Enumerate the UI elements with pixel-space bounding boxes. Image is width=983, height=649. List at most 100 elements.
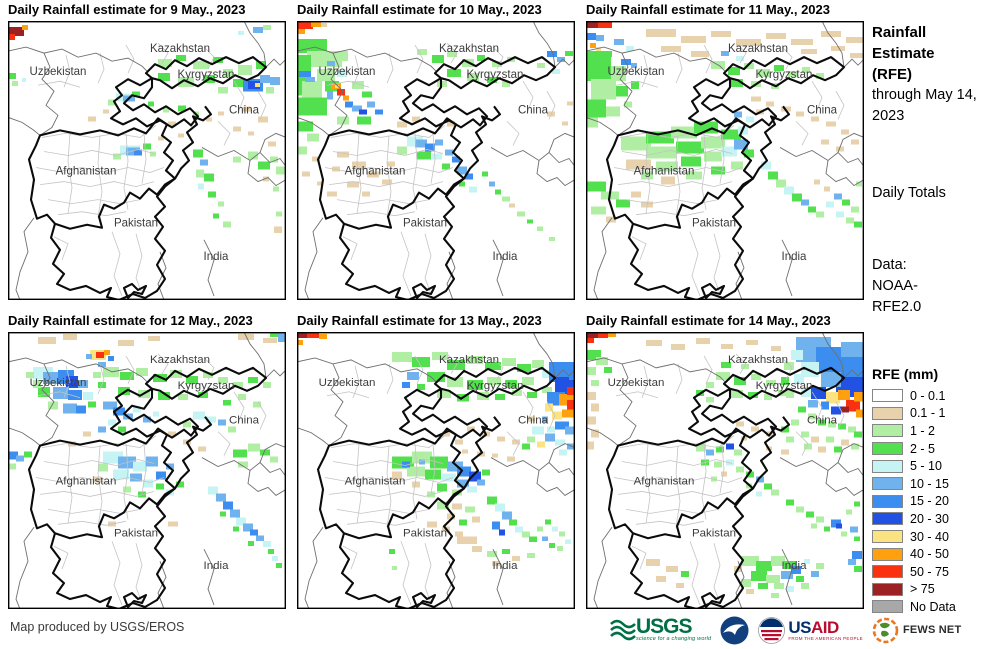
country-borders	[586, 21, 864, 300]
legend-swatch	[872, 530, 903, 544]
legend-item: 20 - 30	[872, 510, 982, 528]
map-frame	[586, 21, 864, 300]
sidebar-subtitle: through May 14, 2023	[872, 87, 977, 124]
map-frame	[8, 332, 286, 609]
legend-label: 50 - 75	[910, 564, 949, 579]
legend-swatch	[872, 424, 903, 438]
country-label: Afghanistan	[634, 166, 695, 178]
map-frame	[586, 332, 864, 609]
legend-label: 20 - 30	[910, 511, 949, 526]
country-label: Pakistan	[403, 218, 447, 230]
rainfall-cells	[8, 332, 286, 569]
legend-label: 0 - 0.1	[910, 388, 946, 403]
map-canvas: Kazakhstan Uzbekistan Kyrgyzstan China Afgha…	[8, 21, 286, 300]
country-label: China	[229, 415, 260, 427]
country-label: Kyrgyzstan	[467, 69, 524, 81]
legend-swatch	[872, 459, 903, 473]
rainfall-legend: RFE (mm) 0 - 0.1 0.1 - 1 1 - 2 2 - 5 5 - 10 1…	[872, 366, 982, 616]
country-label: Uzbekistan	[30, 66, 87, 78]
rainfall-cells	[297, 21, 573, 241]
country-label: Uzbekistan	[608, 66, 665, 78]
country-label: India	[782, 560, 808, 572]
admin-boundaries	[324, 42, 556, 297]
country-borders	[297, 332, 575, 609]
legend-swatch	[872, 565, 903, 579]
country-label: Pakistan	[114, 527, 158, 539]
country-label: Kazakhstan	[728, 354, 788, 366]
legend-title: RFE (mm)	[872, 366, 939, 382]
map-frame	[297, 21, 575, 300]
legend-item: 15 - 20	[872, 493, 982, 511]
panel-title: Daily Rainfall estimate for 9 May., 2023	[8, 2, 246, 17]
country-label: India	[493, 560, 519, 572]
highlighted-country-borders	[316, 56, 557, 300]
usgs-tagline: science for a changing world	[636, 636, 712, 642]
legend-swatch	[872, 512, 903, 526]
legend-swatch	[872, 477, 903, 491]
country-label: Afghanistan	[56, 166, 117, 178]
country-labels: Kazakhstan Uzbekistan Kyrgyzstan China Afgha…	[30, 43, 260, 263]
sidebar-daily-totals: Daily Totals	[872, 185, 946, 201]
map-canvas: Kazakhstan Uzbekistan Kyrgyzstan China Afgha…	[8, 332, 286, 609]
panel-title: Daily Rainfall estimate for 10 May., 202…	[297, 2, 542, 17]
legend-item: 2 - 5	[872, 440, 982, 458]
country-label: India	[493, 251, 519, 263]
country-label: Kyrgyzstan	[756, 69, 813, 81]
sidebar-data-source: Data: NOAA-RFE2.0	[872, 257, 922, 315]
legend-label: 5 - 10	[910, 459, 942, 474]
usaid-tagline: FROM THE AMERICAN PEOPLE	[788, 635, 863, 641]
country-labels: Kazakhstan Uzbekistan Kyrgyzstan China Afgha…	[319, 354, 549, 572]
legend-swatch	[872, 389, 903, 403]
country-label: China	[518, 104, 549, 116]
legend-swatch	[872, 582, 903, 596]
panel-title: Daily Rainfall estimate for 12 May., 202…	[8, 313, 253, 328]
legend-label: 2 - 5	[910, 441, 936, 456]
legend-item: 1 - 2	[872, 422, 982, 440]
country-label: Pakistan	[692, 527, 736, 539]
legend-label: > 75	[910, 582, 935, 597]
country-label: China	[807, 415, 838, 427]
country-borders	[586, 332, 864, 609]
country-label: China	[518, 415, 549, 427]
country-label: Kyrgyzstan	[467, 380, 524, 392]
usgs-wordmark: USGS	[636, 615, 693, 638]
map-frame	[297, 332, 575, 609]
map-panel-14may: Daily Rainfall estimate for 14 May., 202…	[586, 313, 864, 609]
legend-item: 50 - 75	[872, 563, 982, 581]
usaid-logo: USAID FROM THE AMERICAN PEOPLE	[758, 616, 863, 644]
country-label: Afghanistan	[56, 475, 117, 487]
map-frame	[8, 21, 286, 300]
legend-item: > 75	[872, 581, 982, 599]
country-label: Kazakhstan	[150, 354, 210, 366]
legend-swatch	[872, 547, 903, 561]
legend-label: 30 - 40	[910, 529, 949, 544]
country-label: Afghanistan	[634, 475, 695, 487]
noaa-logo	[720, 616, 749, 645]
legend-label: 40 - 50	[910, 547, 949, 562]
country-label: Afghanistan	[345, 475, 406, 487]
map-canvas: Kazakhstan Uzbekistan Kyrgyzstan China Afgha…	[586, 21, 864, 300]
sidebar-title: Rainfall Estimate (RFE)	[872, 24, 935, 83]
country-borders	[8, 21, 286, 300]
highlighted-country-borders	[27, 56, 268, 300]
map-panel-9may: Daily Rainfall estimate for 9 May., 2023…	[8, 2, 286, 300]
country-label: Uzbekistan	[319, 66, 376, 78]
legend-item: 10 - 15	[872, 475, 982, 493]
legend-label: 1 - 2	[910, 423, 936, 438]
map-panel-10may: Daily Rainfall estimate for 10 May., 202…	[297, 2, 575, 300]
admin-boundaries	[35, 353, 267, 606]
country-label: Kyrgyzstan	[756, 380, 813, 392]
country-label: Kazakhstan	[728, 43, 788, 55]
map-canvas: Kazakhstan Uzbekistan Kyrgyzstan China Afgha…	[297, 21, 575, 300]
admin-boundaries	[613, 353, 845, 606]
panel-title: Daily Rainfall estimate for 13 May., 202…	[297, 313, 542, 328]
country-borders	[8, 332, 286, 609]
noaa-icon	[720, 616, 749, 644]
country-label: Kyrgyzstan	[178, 69, 235, 81]
country-label: Uzbekistan	[319, 377, 376, 389]
country-label: Kazakhstan	[439, 43, 499, 55]
map-panel-13may: Daily Rainfall estimate for 13 May., 202…	[297, 313, 575, 609]
country-label: Kazakhstan	[439, 354, 499, 366]
legend-item: 30 - 40	[872, 528, 982, 546]
legend-label: 15 - 20	[910, 494, 949, 509]
